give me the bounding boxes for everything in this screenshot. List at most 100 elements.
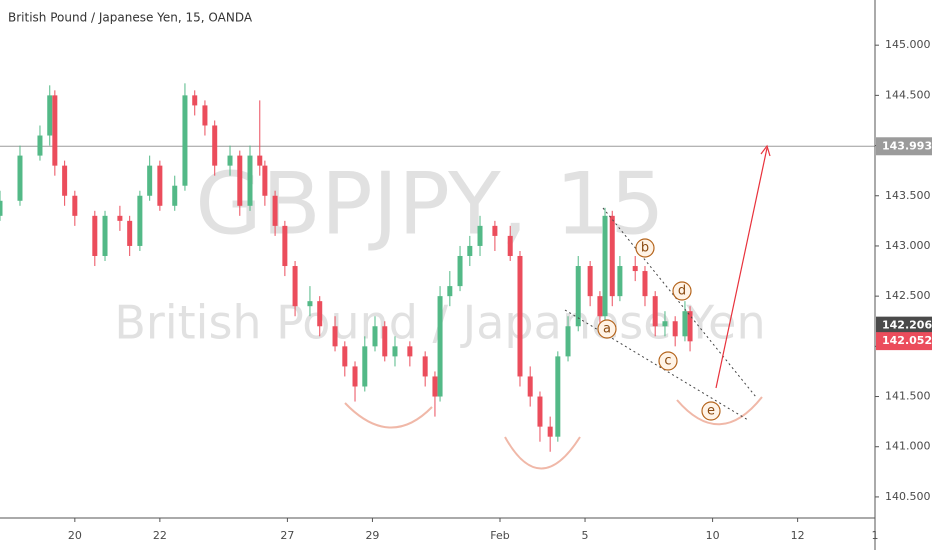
candle-body <box>342 346 348 367</box>
wave-label: d <box>678 284 686 299</box>
candle-body <box>507 235 513 256</box>
y-tick-label: 141.000 <box>885 440 931 453</box>
candle-body <box>332 326 338 347</box>
candle-body <box>17 155 23 201</box>
drawings <box>344 144 771 470</box>
candle-body <box>672 321 678 337</box>
candle-body <box>282 225 288 267</box>
x-tick-label: 10 <box>706 529 720 542</box>
candle-body <box>192 95 198 106</box>
candle-body <box>547 426 553 437</box>
candle-body <box>407 346 413 357</box>
y-tick-label: 143.500 <box>885 189 931 202</box>
candle-body <box>147 165 153 196</box>
candle-body <box>372 326 378 347</box>
y-tick-label: 141.500 <box>885 390 931 403</box>
candle-body <box>262 165 268 196</box>
trend-line <box>602 207 757 398</box>
candle-body <box>62 165 68 196</box>
x-tick-label: 22 <box>153 529 167 542</box>
candle-body <box>157 165 163 206</box>
candle-body <box>137 195 143 246</box>
candle-body <box>392 346 398 357</box>
candle-body <box>272 195 278 226</box>
candle-body <box>477 225 483 246</box>
y-tick-label: 144.500 <box>885 88 931 101</box>
candle-body <box>202 105 208 126</box>
candle-body <box>182 95 188 186</box>
price-tag <box>876 316 932 335</box>
price-tag <box>876 137 932 156</box>
candle-body <box>555 356 561 437</box>
candle-body <box>92 215 98 256</box>
candle-body <box>102 215 108 256</box>
price-tag-label: 142.052 <box>882 334 932 347</box>
candle-body <box>47 95 53 136</box>
candle-body <box>652 296 658 327</box>
candle-body <box>422 356 428 377</box>
trend-line <box>564 309 749 421</box>
candle-body <box>212 125 218 166</box>
y-tick-label: 140.500 <box>885 490 931 503</box>
candle-body <box>127 220 133 246</box>
candle-body <box>609 215 615 297</box>
candle-body <box>307 301 313 307</box>
candle-body <box>257 155 263 166</box>
candle-body <box>587 266 593 297</box>
candle-body <box>37 135 43 156</box>
candle-body <box>527 376 533 397</box>
candle-body <box>447 286 453 297</box>
candle-body <box>642 271 648 297</box>
shoulder-arc <box>676 396 763 426</box>
candle-body <box>117 215 123 221</box>
candle-body <box>565 326 571 357</box>
x-tick-label: 5 <box>582 529 589 542</box>
candle-body <box>687 311 693 342</box>
candle-body <box>682 311 688 337</box>
price-tag-label: 142.206 <box>882 319 932 332</box>
candle-body <box>575 266 581 327</box>
candle-body <box>317 301 323 327</box>
candle-body <box>227 155 233 166</box>
candle-body <box>437 296 443 397</box>
candle-body <box>517 255 523 377</box>
target-arrow <box>715 147 768 389</box>
x-tick-label: 20 <box>68 529 82 542</box>
wave-label: c <box>664 354 671 369</box>
candle-body <box>632 266 638 272</box>
x-tick-label: 1 <box>872 529 879 542</box>
candle-body <box>457 255 463 287</box>
wave-label: a <box>603 322 611 337</box>
shoulder-arc <box>344 402 433 429</box>
candle-body <box>382 326 388 357</box>
wave-marker <box>658 351 678 371</box>
candle-body <box>0 200 3 216</box>
price-axis <box>875 0 932 550</box>
wave-label: b <box>641 241 649 256</box>
candle-body <box>172 185 178 206</box>
candle-body <box>292 266 298 307</box>
wave-marker <box>701 401 721 421</box>
head-arc <box>504 436 581 470</box>
candle-body <box>597 296 603 317</box>
price-tag <box>876 332 932 351</box>
candle-body <box>537 396 543 427</box>
candles <box>0 83 693 452</box>
axes: 140.500141.000141.500142.000142.500143.0… <box>68 38 932 542</box>
candle-body <box>52 95 58 166</box>
candle-body <box>72 195 78 216</box>
chart-title: British Pound / Japanese Yen, 15, OANDA <box>8 11 253 25</box>
x-tick-label: Feb <box>490 529 509 542</box>
wave-label: e <box>707 404 715 419</box>
wave-labels: a b c d e <box>597 238 721 421</box>
wave-marker <box>597 319 617 339</box>
y-tick-label: 142.500 <box>885 289 931 302</box>
price-tag-label: 143.993 <box>882 139 932 152</box>
candle-body <box>237 155 243 206</box>
candle-body <box>617 266 623 297</box>
y-tick-label: 145.000 <box>885 38 931 51</box>
candle-body <box>362 346 368 387</box>
wave-marker <box>672 281 692 301</box>
